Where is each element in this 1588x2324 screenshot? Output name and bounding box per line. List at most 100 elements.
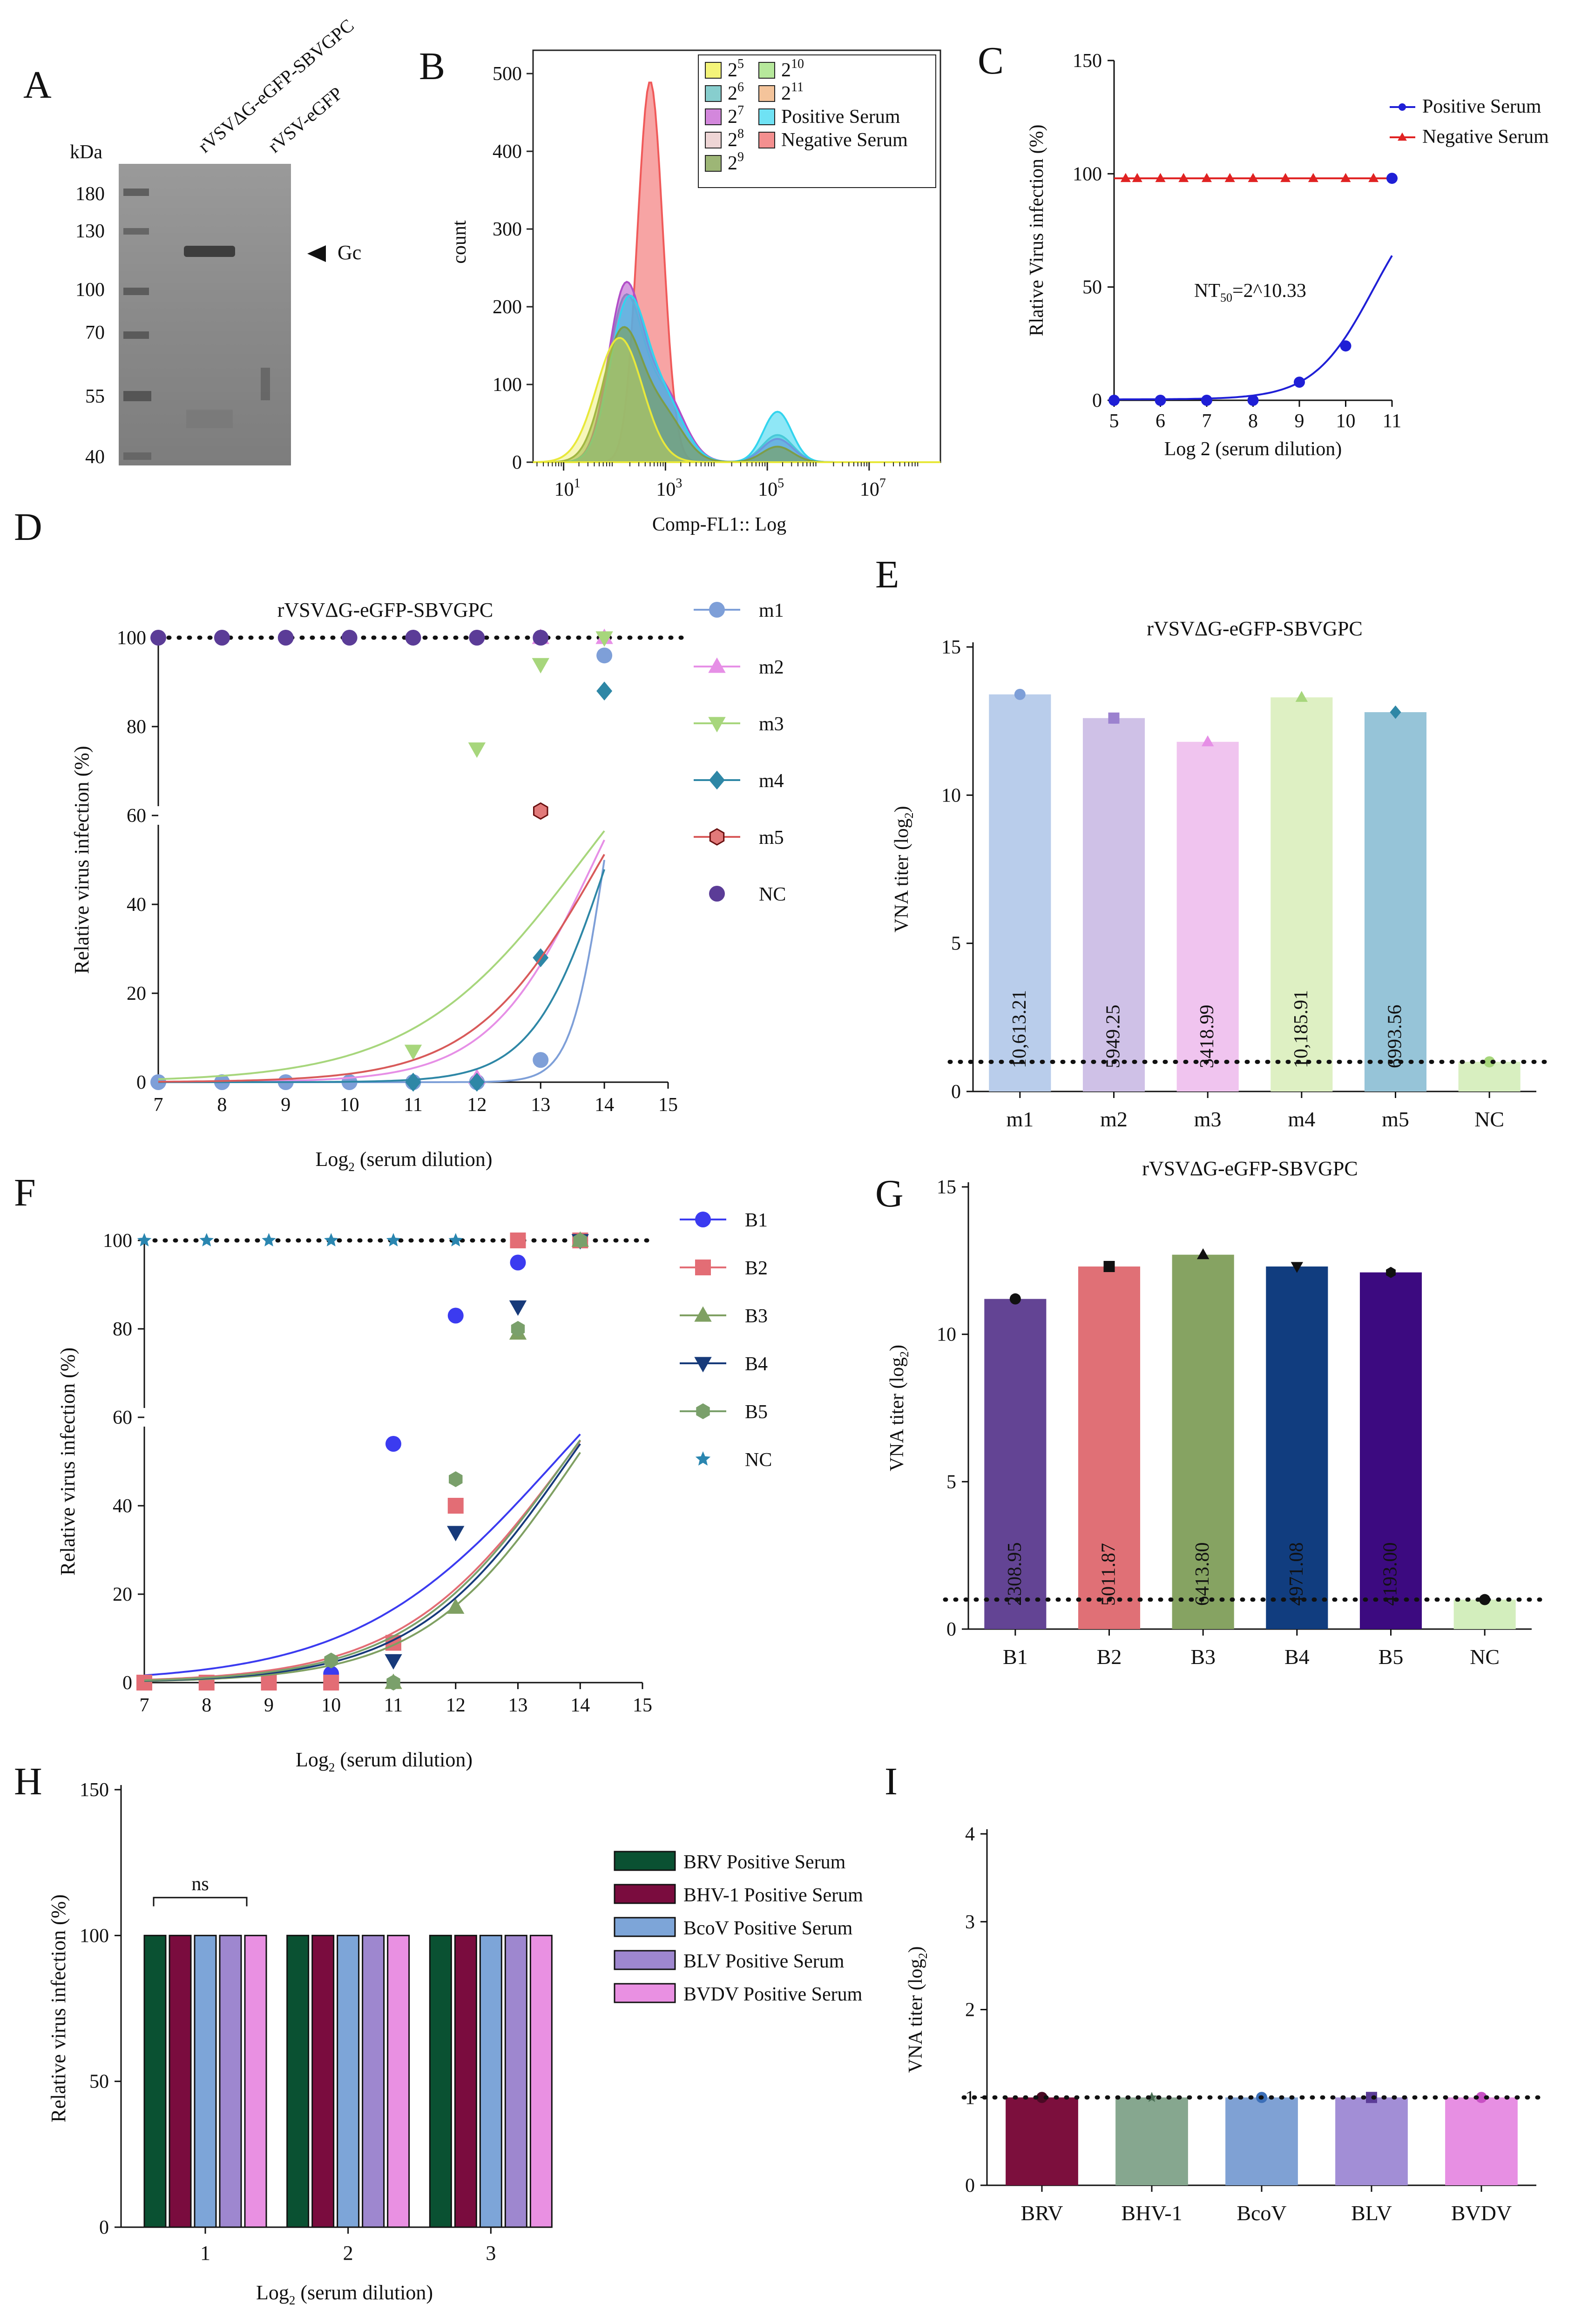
ytick-label: 4 [965,1824,975,1845]
c-xtick-label: 10 [1336,411,1356,432]
point-m4 [596,681,613,701]
point-nc [277,630,294,646]
kda-label: kDa [70,141,102,163]
h-legend-swatch [614,1917,676,1937]
b-xlabel: Comp-FL1:: Log [652,514,786,535]
xtick-label: 7 [154,1094,163,1116]
bar-value-label: 2308.95 [1004,1543,1026,1606]
h-legend-label: BVDV Positive Serum [683,1984,863,2005]
point-b1 [385,1436,401,1452]
c-positive-point [1108,395,1120,406]
ytick-label: 1 [965,2087,975,2108]
xtick-label: 13 [531,1094,550,1116]
point-b2 [261,1675,277,1691]
panel-letter-b: B [419,45,445,88]
fit-m5 [158,854,605,1083]
ylabel: VNA titer (log2) [886,1345,911,1471]
value-marker [1196,1248,1210,1260]
bar-b3 [1172,1254,1234,1629]
b-legend-label: 28 [728,127,744,151]
b-legend-label: Positive Serum [781,106,900,128]
bar-value-label: 6413.80 [1192,1543,1213,1606]
h-ytick-label: 0 [99,2217,109,2238]
b-xtick-label: 105 [758,476,784,500]
category-label: NC [1474,1107,1504,1131]
ytick-label: 80 [127,716,146,738]
category-label: B2 [1097,1645,1122,1669]
h-bar [429,1934,452,2228]
value-marker [1103,1261,1115,1272]
b-legend-label: 29 [728,150,744,174]
h-legend-swatch [614,1884,676,1904]
ytick-label: 80 [113,1319,132,1340]
chart-title: rVSVΔG-eGFP-SBVGPC [1142,1157,1358,1180]
fit-b1 [144,1434,581,1677]
h-bar [286,1934,310,2228]
h-legend-label: BHV-1 Positive Serum [683,1885,863,1906]
ytick-label: 10 [937,1324,956,1346]
c-positive-point [1201,395,1212,406]
legend-marker [709,886,725,902]
marker-100: 100 [75,279,105,301]
category-label: m1 [1006,1107,1034,1131]
bar-value-label: 5011.87 [1098,1543,1120,1606]
h-category-label: 1 [200,2242,210,2264]
category-label: m4 [1288,1107,1315,1131]
marker-55: 55 [85,386,105,407]
ladder-band [123,288,149,295]
bar-b4 [1266,1266,1328,1629]
h-bar [504,1934,527,2228]
legend-marker [709,602,725,618]
h-ytick-label: 100 [80,1925,109,1947]
point-b5 [449,1471,463,1487]
h-legend-label: BRV Positive Serum [683,1852,846,1873]
category-label: B1 [1003,1645,1028,1669]
point-b5 [511,1321,525,1337]
category-label: B5 [1379,1645,1404,1669]
bar-value-label: 3418.99 [1196,1005,1218,1069]
panel-e-mouse-vna-titers: 0 5 10 15 VNA titer (log2) rVSVΔG-eGFP-SBVGPC… [891,617,1548,1131]
h-bar [219,1934,242,2228]
point-b5 [386,1675,400,1691]
panel-letter-e: E [875,553,899,596]
xtick-label: 15 [633,1695,652,1716]
value-marker [1291,1262,1304,1273]
xtick-label: 15 [658,1094,678,1116]
c-positive-point [1294,377,1305,388]
c-xtick-label: 8 [1248,411,1258,432]
c-positive-point [1155,395,1166,406]
c-xtick-label: 5 [1109,411,1119,432]
xtick-label: 14 [570,1695,590,1716]
legend-marker [695,1260,711,1275]
category-label: m2 [1100,1107,1128,1131]
h-bar [311,1934,335,2228]
c-xlabel: Log 2 (serum dilution) [1164,438,1342,460]
h-bar [194,1934,217,2228]
ytick-label: 40 [127,894,146,916]
point-nc [341,630,358,646]
ytick-label: 100 [103,1230,132,1252]
point-nc [386,1233,401,1246]
fit-b4 [144,1443,581,1682]
c-xtick-label: 11 [1383,411,1401,432]
ylabel: VNA titer (log2) [891,806,916,933]
bar-b2 [1078,1266,1141,1629]
point-m1 [596,647,613,664]
bar-blv [1335,2097,1408,2185]
point-m5 [533,802,548,820]
b-legend-swatch [705,85,722,102]
c-positive-point [1247,395,1259,406]
xtick-label: 14 [595,1094,614,1116]
panel-c-neutralization-curve: 0 50 100 150 5 6 7 8 9 10 11 Log 2 (serum dilution)… [1026,50,1549,460]
legend-label-b1: B1 [745,1210,768,1231]
h-ytick-label: 50 [89,2071,109,2093]
c-legend-label: Positive Serum [1422,96,1541,117]
bar-bcov [1225,2097,1298,2185]
h-ns-label: ns [191,1873,209,1895]
value-marker [1036,2092,1047,2103]
point-m3 [468,742,486,758]
b-xtick-label: 107 [860,476,886,500]
point-b1 [510,1254,526,1271]
panel-f-bovine-neutralization: 0 20 40 60 80 100 7 8 9 10 11 12 13 14 15 Log2 (serum d… [56,1210,772,1774]
